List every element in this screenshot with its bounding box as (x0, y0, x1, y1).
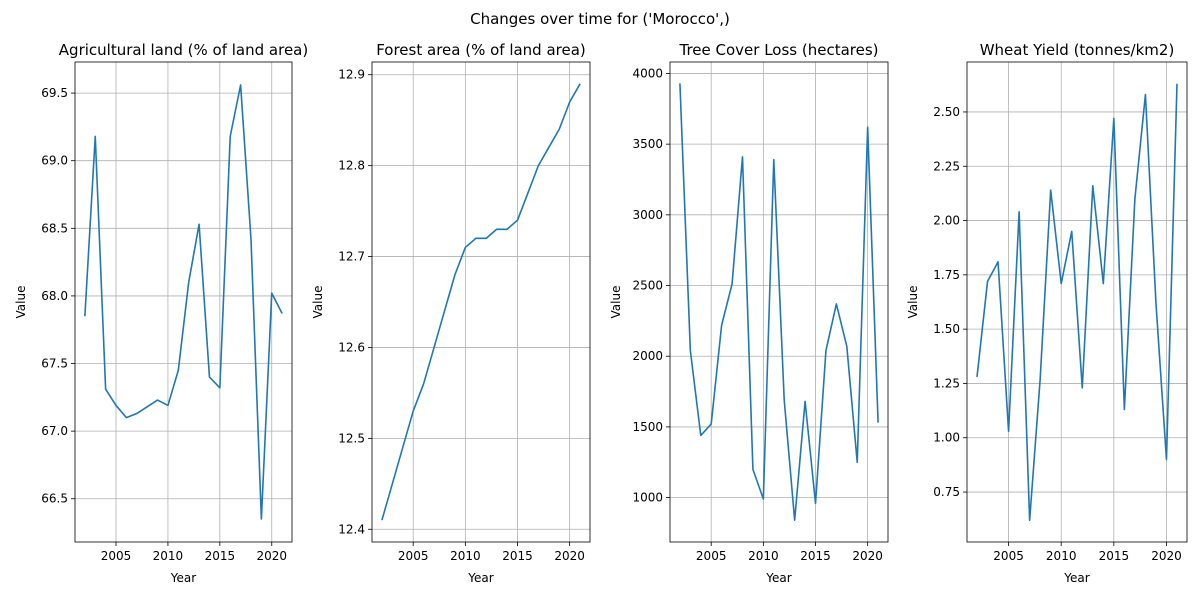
y-tick-label: 2.25 (933, 159, 960, 173)
x-tick-label: 2020 (554, 549, 585, 563)
x-tick-label: 2010 (450, 549, 481, 563)
y-tick-label: 1000 (632, 491, 663, 505)
chart-panel-1: 2005 2010 2015 2020 66.5 67.0 67.5 68.0 68.5 69.0… (14, 41, 308, 585)
y-tick-label: 69.0 (41, 154, 68, 168)
y-axis-label: Value (609, 286, 623, 319)
plot-frame (371, 61, 591, 543)
y-tick-label: 1500 (632, 420, 663, 434)
panel-title: Tree Cover Loss (hectares) (678, 41, 878, 59)
data-line (84, 84, 283, 520)
y-tick-label: 3000 (632, 208, 663, 222)
y-tick-label: 4000 (632, 66, 663, 80)
plot-frame (669, 61, 889, 543)
y-axis-label: Value (14, 286, 28, 319)
y-tick-label: 2000 (632, 349, 663, 363)
y-tick-label: 12.4 (338, 522, 365, 536)
x-tick-label: 2020 (1151, 549, 1182, 563)
y-tick-label: 12.6 (338, 340, 365, 354)
x-tick-label: 2015 (502, 549, 533, 563)
x-axis-label: Year (170, 571, 196, 585)
x-tick-label: 2015 (1099, 549, 1130, 563)
y-tick-label: 12.5 (338, 431, 365, 445)
y-tick-label: 2.00 (933, 214, 960, 228)
plot-frame (966, 61, 1188, 543)
panels: 2005 2010 2015 2020 66.5 67.0 67.5 68.0 68.5 69.0… (14, 41, 1188, 585)
y-tick-label: 12.9 (338, 68, 365, 82)
figure-title: Changes over time for ('Morocco',) (470, 10, 730, 28)
x-tick-label: 2015 (205, 549, 236, 563)
x-tick-label: 2020 (256, 549, 287, 563)
chart-panel-3: 2005 2010 2015 2020 1000 1500 2000 2500 3000 3500… (609, 41, 889, 585)
x-tick-label: 2005 (101, 549, 132, 563)
x-axis-label: Year (765, 571, 791, 585)
y-tick-label: 2500 (632, 279, 663, 293)
data-line (679, 83, 879, 522)
y-tick-label: 1.50 (933, 322, 960, 336)
y-tick-label: 68.5 (41, 221, 68, 235)
x-axis-label: Year (1063, 571, 1089, 585)
data-line (381, 83, 581, 521)
y-tick-label: 68.0 (41, 289, 68, 303)
panel-title: Forest area (% of land area) (376, 41, 586, 59)
y-tick-label: 2.50 (933, 105, 960, 119)
y-tick-label: 67.0 (41, 424, 68, 438)
chart-panel-2: 2005 2010 2015 2020 12.4 12.5 12.6 12.7 12.8 12.9… (311, 41, 591, 585)
y-axis-label: Value (906, 286, 920, 319)
x-axis-label: Year (467, 571, 493, 585)
x-tick-label: 2005 (696, 549, 727, 563)
y-axis-label: Value (311, 286, 325, 319)
x-tick-label: 2005 (993, 549, 1024, 563)
plot-frame (74, 61, 293, 543)
x-tick-label: 2010 (1046, 549, 1077, 563)
y-tick-label: 67.5 (41, 357, 68, 371)
y-tick-label: 1.75 (933, 268, 960, 282)
y-tick-label: 12.8 (338, 159, 365, 173)
x-tick-label: 2010 (748, 549, 779, 563)
y-tick-label: 69.5 (41, 86, 68, 100)
data-line (976, 83, 1178, 522)
chart-panel-4: 2005 2010 2015 2020 0.75 1.00 1.25 1.50 1.75 2.00… (906, 41, 1188, 585)
y-tick-label: 1.00 (933, 431, 960, 445)
panel-title: Wheat Yield (tonnes/km2) (980, 41, 1175, 59)
y-tick-label: 1.25 (933, 376, 960, 390)
y-tick-label: 0.75 (933, 485, 960, 499)
y-tick-label: 66.5 (41, 492, 68, 506)
x-tick-label: 2010 (153, 549, 184, 563)
y-tick-label: 12.7 (338, 250, 365, 264)
panel-title: Agricultural land (% of land area) (59, 41, 308, 59)
y-tick-label: 3500 (632, 137, 663, 151)
x-tick-label: 2015 (800, 549, 831, 563)
x-tick-label: 2005 (398, 549, 429, 563)
x-tick-label: 2020 (852, 549, 883, 563)
